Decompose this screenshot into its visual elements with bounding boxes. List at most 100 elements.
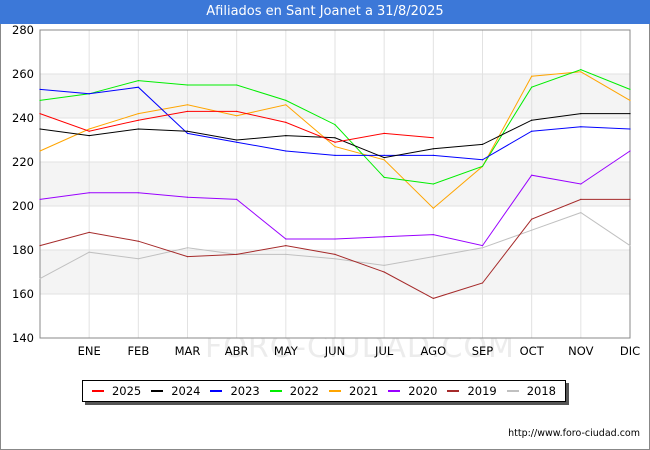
data-point (432, 137, 434, 139)
series-2024 (39, 113, 631, 159)
data-point (481, 159, 484, 161)
data-point (88, 93, 90, 95)
data-point (629, 99, 631, 101)
source-url[interactable]: http://www.foro-ciudad.com (508, 428, 640, 439)
data-point (236, 198, 238, 200)
legend-swatch (269, 390, 282, 392)
data-point (432, 148, 434, 150)
legend-label: 2021 (348, 384, 379, 398)
legend-swatch (447, 390, 460, 392)
data-point (629, 128, 631, 130)
data-point (137, 192, 139, 194)
data-point (236, 139, 238, 141)
data-point (137, 113, 139, 115)
data-point (481, 165, 484, 167)
data-point (481, 247, 484, 249)
x-tick-label: MAR (175, 344, 201, 358)
data-point (383, 271, 385, 273)
y-tick-label: 240 (12, 111, 34, 125)
legend-item-2020: 2020 (388, 384, 438, 398)
data-point (39, 245, 41, 247)
data-point (186, 110, 189, 112)
plot-border (39, 29, 631, 339)
x-tick-label: NOV (568, 344, 593, 358)
data-point (432, 183, 434, 185)
data-point (580, 198, 582, 200)
data-point (285, 121, 287, 123)
x-tick-label: ABR (225, 344, 249, 358)
legend-item-2018: 2018 (506, 384, 556, 398)
data-point (186, 130, 189, 132)
data-point (285, 245, 287, 247)
series-2025 (39, 110, 434, 143)
data-point (186, 104, 189, 106)
series-2020 (39, 150, 631, 247)
series-2023 (39, 86, 631, 161)
data-point (39, 198, 41, 200)
data-point (531, 75, 533, 77)
data-point (383, 176, 385, 178)
data-point (39, 99, 41, 101)
data-point (629, 198, 631, 200)
series-2019 (39, 198, 631, 299)
data-point (531, 174, 533, 176)
data-point (481, 143, 484, 145)
data-point (531, 229, 533, 231)
data-point (531, 218, 533, 220)
data-point (88, 130, 90, 132)
data-point (334, 154, 336, 156)
data-point (334, 258, 336, 260)
data-point (285, 99, 287, 101)
data-point (39, 150, 41, 152)
data-point (580, 113, 582, 115)
x-tick-label: JUN (324, 344, 345, 358)
data-point (432, 154, 434, 156)
legend-label: 2022 (289, 384, 320, 398)
data-point (432, 297, 434, 299)
data-point (383, 154, 385, 156)
legend-item-2019: 2019 (447, 384, 497, 398)
x-tick-label: FEB (127, 344, 149, 358)
data-point (334, 141, 336, 143)
legend-item-2022: 2022 (269, 384, 320, 398)
data-point (285, 238, 287, 240)
y-tick-label: 200 (12, 199, 34, 213)
data-point (334, 146, 336, 148)
data-point (236, 84, 238, 86)
data-point (236, 115, 238, 117)
legend-label: 2020 (408, 384, 438, 398)
data-point (383, 264, 385, 266)
data-point (186, 256, 189, 258)
data-point (88, 251, 90, 253)
data-point (285, 104, 287, 106)
data-point (629, 113, 631, 115)
data-point (383, 159, 385, 161)
data-point (481, 245, 484, 247)
x-tick-label: MAY (274, 344, 299, 358)
data-point (39, 88, 41, 90)
data-point (334, 238, 336, 240)
legend-item-2023: 2023 (210, 384, 260, 398)
legend-label: 2023 (230, 384, 260, 398)
data-point (531, 86, 533, 88)
data-point (580, 126, 582, 128)
chart-title: Afiliados en Sant Joanet a 31/8/2025 (0, 0, 650, 24)
data-point (432, 234, 434, 236)
data-point (39, 113, 41, 115)
data-point (531, 119, 533, 121)
data-point (186, 196, 189, 198)
series-2021 (39, 71, 631, 209)
data-point (285, 253, 287, 255)
legend-item-2021: 2021 (328, 384, 379, 398)
data-point (629, 88, 631, 90)
data-point (580, 69, 582, 71)
data-point (629, 150, 631, 152)
data-point (186, 84, 189, 86)
legend-swatch (151, 390, 164, 392)
data-point (137, 86, 139, 88)
legend-label: 2019 (467, 384, 497, 398)
data-point (137, 240, 139, 242)
data-point (88, 231, 90, 233)
data-point (334, 137, 336, 139)
